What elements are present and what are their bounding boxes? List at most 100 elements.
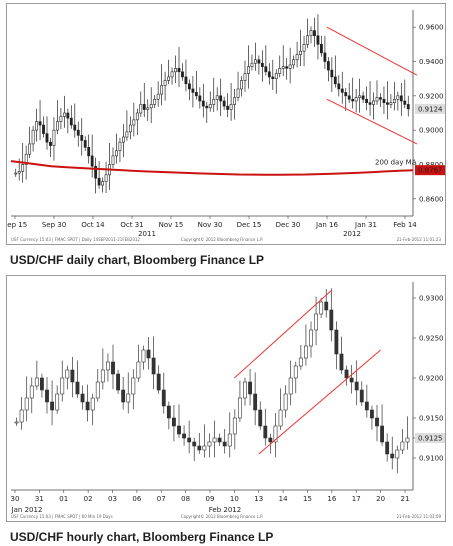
- candle-body: [163, 80, 167, 86]
- candle-body: [253, 393, 258, 411]
- candle-body: [38, 121, 42, 126]
- candle-body: [90, 155, 94, 167]
- channel-upper-line: [326, 26, 418, 76]
- x-tick-label: Nov 15: [159, 221, 184, 229]
- candle-body: [222, 441, 227, 447]
- candle-body: [258, 409, 263, 427]
- y-tick-label: 0.8800: [419, 161, 444, 169]
- candle-body: [121, 389, 126, 403]
- year-label-2011: 2011: [138, 230, 156, 238]
- candle-body: [105, 361, 110, 371]
- candle-body: [76, 129, 80, 136]
- y-tick-label: 0.9000: [419, 127, 444, 135]
- x-tick-label: 02: [84, 495, 93, 503]
- hourly-chart-caption: USD/CHF hourly chart, Bloomberg Finance …: [10, 530, 274, 544]
- candle-body: [233, 97, 236, 105]
- candle-body: [254, 59, 257, 64]
- x-tick-label: Oct 31: [120, 221, 143, 229]
- ma-200-line: [10, 160, 414, 176]
- y-tick-label: 0.9200: [419, 375, 444, 383]
- candle-body: [69, 117, 73, 126]
- candle-body: [329, 309, 334, 331]
- candle-body: [295, 54, 299, 61]
- candle-body: [177, 425, 181, 435]
- candle-body: [324, 301, 329, 311]
- candle-body: [104, 174, 108, 182]
- y-tick-label: 0.9150: [419, 415, 444, 423]
- candle-body: [131, 377, 136, 395]
- candle-body: [161, 389, 166, 407]
- candle-body: [62, 112, 66, 117]
- candle-body: [170, 71, 174, 78]
- footer-copyright: Copyright© 2012 Bloomberg Finance L.P.: [181, 514, 263, 519]
- footer-copyright: Copyright© 2012 Bloomberg Finance L.P.: [181, 237, 263, 242]
- candle-body: [281, 66, 285, 69]
- candle-body: [100, 369, 105, 383]
- month-label-jan: Jan 2012: [11, 506, 43, 514]
- candle-body: [55, 393, 60, 411]
- candle-body: [375, 417, 379, 427]
- candle-body: [309, 329, 313, 347]
- candle-body: [385, 441, 390, 455]
- candle-body: [330, 69, 334, 78]
- x-tick-label: Sep 30: [42, 221, 66, 229]
- candle-body: [248, 381, 253, 395]
- candle-body: [160, 85, 164, 95]
- candle-body: [319, 301, 324, 315]
- candle-body: [205, 105, 209, 109]
- candle-body: [271, 76, 275, 79]
- candle-body: [333, 76, 337, 85]
- candle-body: [65, 369, 70, 379]
- candle-body: [302, 44, 306, 52]
- x-tick-label: Dec 30: [276, 221, 301, 229]
- candle-body: [339, 353, 344, 371]
- candle-body: [309, 30, 313, 37]
- last-price-label: 0.9125: [418, 435, 443, 443]
- candle-body: [201, 100, 205, 107]
- candle-body: [399, 95, 403, 102]
- candle-body: [60, 377, 65, 395]
- candle-body: [212, 437, 217, 443]
- candle-body: [285, 66, 289, 69]
- candle-body: [191, 88, 195, 93]
- candle-body: [314, 313, 319, 331]
- candle-body: [14, 172, 18, 175]
- x-tick-label: 30: [11, 495, 20, 503]
- candle-body: [293, 365, 298, 379]
- candle-body: [288, 377, 293, 395]
- hourly-chart-panel: 0.9300 0.9250 0.9200 0.9150 0.9125 0.9100 30 31…: [6, 275, 446, 522]
- candle-body: [306, 35, 309, 45]
- candle-body: [274, 73, 278, 79]
- candle-body: [273, 425, 278, 443]
- candle-body: [232, 417, 237, 435]
- channel-upper-line: [234, 289, 333, 379]
- candle-body: [219, 95, 223, 102]
- candle-body: [49, 141, 52, 146]
- candle-body: [208, 104, 212, 109]
- candle-body: [35, 121, 38, 131]
- candle-body: [334, 329, 339, 355]
- candle-body: [390, 453, 395, 459]
- candle-body: [192, 441, 197, 447]
- candle-body: [364, 401, 369, 411]
- candle-body: [288, 64, 292, 69]
- candle-body: [380, 425, 385, 443]
- candle-body: [354, 97, 358, 102]
- y-tick-label: 0.9300: [419, 295, 444, 303]
- candle-body: [243, 381, 247, 399]
- x-tick-label: Oct 14: [81, 221, 105, 229]
- candle-body: [227, 433, 232, 447]
- x-tick-label: Feb 14: [393, 221, 417, 229]
- candle-body: [174, 68, 177, 73]
- candle-body: [299, 50, 302, 55]
- candle-body: [118, 141, 122, 152]
- candle-body: [56, 121, 59, 131]
- candle-body: [24, 153, 28, 165]
- candle-body: [39, 377, 44, 391]
- candle-body: [17, 171, 21, 174]
- candle-body: [125, 131, 129, 138]
- candle-body: [260, 62, 264, 67]
- candle-body: [90, 397, 95, 411]
- candle-body: [202, 445, 207, 451]
- candle-body: [405, 437, 410, 443]
